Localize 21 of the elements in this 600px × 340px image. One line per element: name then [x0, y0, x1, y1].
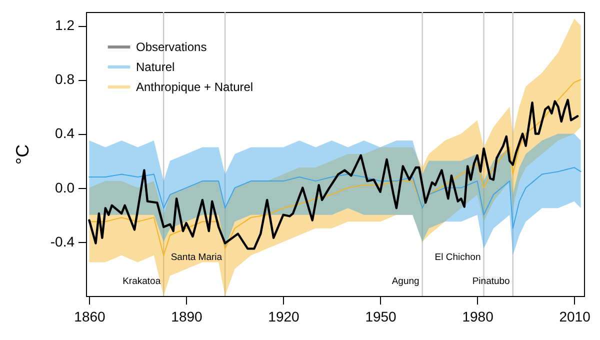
line-series: [88, 167, 582, 229]
x-tick-label: 1890: [171, 308, 203, 324]
y-tick-label: 1.2: [55, 17, 75, 34]
ref-line-label: Pinatubo: [472, 276, 510, 287]
x-tick-label: 2010: [559, 308, 591, 324]
legend-label: Naturel: [136, 60, 175, 74]
x-tick-label: 1950: [365, 308, 397, 324]
x-tick-label: 1920: [268, 308, 300, 324]
y-tick-label: -0.4: [50, 233, 75, 250]
ref-line-label: Krakatoa: [122, 276, 162, 287]
y-tick-label: 0.8: [55, 71, 75, 88]
ref-line-label: Agung: [392, 276, 420, 287]
x-tick-label: 1860: [74, 308, 106, 324]
legend-label: Observations: [136, 40, 207, 54]
y-tick-label: 0.4: [55, 125, 75, 142]
ref-line-label: El Chichon: [434, 252, 481, 263]
y-tick-label: 0.0: [55, 179, 75, 196]
legend-label: Anthropique + Naturel: [136, 80, 254, 94]
ref-line-label: Santa Maria: [170, 252, 223, 263]
x-tick-label: 1980: [462, 308, 494, 324]
y-axis-title: °C: [12, 144, 32, 165]
